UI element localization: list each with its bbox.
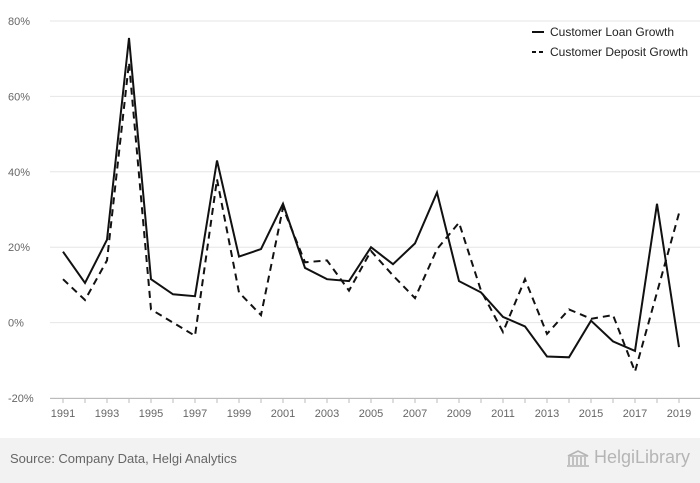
x-tick-label: 2001 <box>271 408 295 420</box>
x-tick-label: 2003 <box>315 408 339 420</box>
x-tick-label: 2007 <box>403 408 427 420</box>
y-tick-label: 60% <box>8 91 30 103</box>
y-tick-label: 20% <box>8 242 30 254</box>
x-tick-label: 1997 <box>183 408 207 420</box>
y-tick-label: -20% <box>8 393 34 405</box>
y-tick-label: 80% <box>8 16 30 28</box>
x-tick-label: 2015 <box>579 408 603 420</box>
library-building-icon <box>566 449 589 467</box>
x-tick-label: 2017 <box>623 408 647 420</box>
x-tick-label: 1993 <box>95 408 119 420</box>
source-note: Source: Company Data, Helgi Analytics <box>10 451 237 466</box>
x-tick-label: 2019 <box>667 408 691 420</box>
legend-label: Customer Deposit Growth <box>550 45 688 59</box>
legend-label: Customer Loan Growth <box>550 25 674 39</box>
x-tick-label: 1995 <box>139 408 163 420</box>
x-tick-label: 2009 <box>447 408 471 420</box>
brand-name: HelgiLibrary <box>593 447 690 467</box>
y-tick-label: 0% <box>8 318 24 330</box>
x-tick-label: 2011 <box>491 408 515 420</box>
x-tick-label: 2013 <box>535 408 559 420</box>
x-tick-label: 1999 <box>227 408 251 420</box>
brand-logo[interactable]: HelgiLibrary <box>566 447 690 468</box>
loan-growth-line <box>62 37 680 359</box>
chart-panel: 80% 60% 40% 20% 0% -20% 1991 1993 1995 1997 1999 20… <box>0 0 700 438</box>
x-tick-label: 2005 <box>359 408 383 420</box>
line-chart: 80% 60% 40% 20% 0% -20% 1991 1993 1995 1997 1999 20… <box>8 16 700 420</box>
deposit-growth-line <box>62 62 680 375</box>
y-tick-label: 40% <box>8 167 30 179</box>
x-tick-label: 1991 <box>51 408 75 420</box>
